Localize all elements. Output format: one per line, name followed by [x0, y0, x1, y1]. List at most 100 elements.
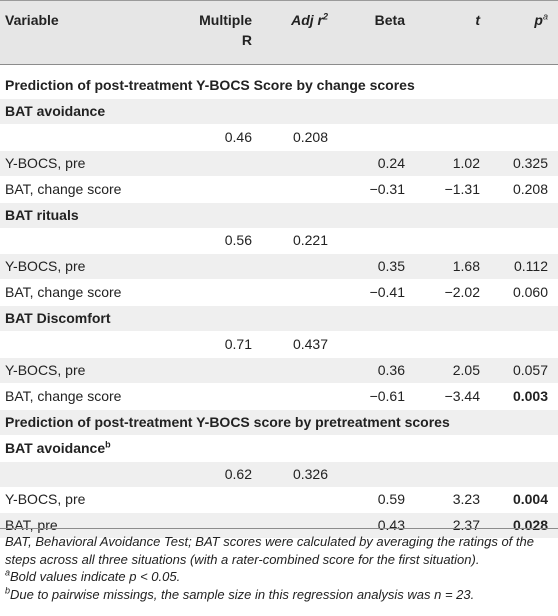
row-beta-text: 0.59	[377, 491, 405, 508]
table-row: BAT, pre 0.43 2.37 0.028	[0, 513, 558, 539]
row-beta-text: −0.61	[369, 387, 405, 404]
table-row: Y-BOCS, pre 0.35 1.68 0.112	[0, 254, 558, 280]
row-t-text: 3.23	[452, 491, 480, 508]
row-variable-text: BAT, pre	[5, 517, 58, 534]
table-row: 0.46 0.208	[0, 125, 558, 150]
row-beta-text: 0.43	[377, 517, 405, 534]
table-footnotes: BAT, Behavioral Avoidance Test; BAT scor…	[5, 533, 555, 603]
table-bottom-rule	[0, 528, 558, 529]
footnote-a: aBold values indicate p < 0.05.	[5, 568, 555, 586]
row-p: 0.060	[490, 280, 548, 305]
header-beta: Beta	[374, 12, 405, 28]
section-row: BAT rituals	[0, 202, 558, 228]
row-variable: BAT, change score	[5, 177, 121, 202]
row-adj-r2-text: 0.221	[292, 232, 328, 249]
row-t: 3.23	[430, 487, 480, 512]
row-beta: 0.59	[345, 487, 405, 512]
row-multiple-r: 0.56	[190, 228, 252, 253]
footnote-a-marker: a	[5, 567, 11, 578]
row-variable: BAT avoidance	[5, 99, 105, 124]
section-row: Prediction of post-treatment Y-BOCS scor…	[0, 409, 558, 435]
row-t-text: −2.02	[444, 284, 480, 301]
row-p-text: 0.112	[514, 258, 548, 275]
table-row: Y-BOCS, pre 0.59 3.23 0.004	[0, 487, 558, 512]
row-variable-text: BAT Discomfort	[5, 310, 111, 327]
row-p: 0.325	[490, 151, 548, 176]
footnote-b-text: Due to pairwise missings, the sample siz…	[10, 586, 475, 602]
header-multiple-r-line1: Multiple	[199, 12, 252, 28]
row-variable-text: BAT avoidance	[5, 439, 106, 456]
row-variable-text: Y-BOCS, pre	[5, 491, 86, 508]
row-variable: Y-BOCS, pre	[5, 358, 85, 383]
header-p: pa	[490, 11, 548, 29]
row-t-text: −1.31	[444, 180, 480, 197]
table-row: Y-BOCS, pre 0.24 1.02 0.325	[0, 150, 558, 176]
row-variable-footnote-marker: b	[105, 438, 111, 449]
row-variable: BAT, change score	[5, 280, 121, 305]
row-variable: BAT Discomfort	[5, 306, 111, 331]
row-variable: Prediction of post-treatment Y-BOCS scor…	[5, 410, 450, 435]
row-t: 1.68	[430, 254, 480, 279]
row-variable-text: BAT, change score	[5, 180, 122, 197]
row-p-text: 0.057	[512, 361, 548, 378]
row-t: 2.05	[430, 358, 480, 383]
row-adj-r2: 0.208	[270, 125, 328, 150]
row-adj-r2-text: 0.208	[292, 128, 328, 145]
header-adj-r2-sup: 2	[322, 11, 328, 22]
table-header: Variable Multiple R Adj r2 Beta t pa	[0, 0, 558, 65]
header-variable: Variable	[5, 12, 59, 28]
table-row: 0.71 0.437	[0, 332, 558, 357]
row-p: 0.004	[490, 487, 548, 512]
row-p-text: 0.208	[512, 180, 548, 197]
row-multiple-r-text: 0.46	[224, 128, 252, 145]
row-variable: BAT, pre	[5, 513, 58, 538]
row-variable-text: BAT rituals	[5, 206, 79, 223]
row-variable: Y-BOCS, pre	[5, 487, 85, 512]
row-multiple-r: 0.62	[190, 462, 252, 487]
row-multiple-r-text: 0.71	[224, 336, 252, 352]
header-multiple-r-line2: R	[241, 32, 252, 48]
footnote-main: BAT, Behavioral Avoidance Test; BAT scor…	[5, 534, 534, 567]
row-variable: Prediction of post-treatment Y-BOCS Scor…	[5, 73, 415, 98]
table-row: 0.56 0.221	[0, 228, 558, 253]
row-variable: BAT avoidanceb	[5, 436, 111, 461]
row-p-text: 0.060	[512, 284, 548, 301]
row-p-text: 0.004	[512, 491, 548, 508]
header-adj-r2-base: Adj r	[291, 12, 323, 28]
row-variable-text: Prediction of post-treatment Y-BOCS scor…	[5, 413, 450, 430]
section-row: Prediction of post-treatment Y-BOCS Scor…	[0, 73, 558, 98]
row-p-text: 0.325	[512, 154, 548, 171]
row-p: 0.208	[490, 177, 548, 202]
row-t-text: 1.68	[452, 258, 480, 275]
row-variable-text: Y-BOCS, pre	[5, 154, 86, 171]
footnote-b-marker: b	[5, 585, 11, 596]
row-beta: −0.31	[345, 177, 405, 202]
row-t-text: 1.02	[452, 154, 480, 171]
row-beta: −0.61	[345, 384, 405, 409]
row-t: −2.02	[430, 280, 480, 305]
row-p-text: 0.028	[512, 517, 548, 534]
row-variable-text: BAT, change score	[5, 284, 122, 301]
row-variable: Y-BOCS, pre	[5, 151, 85, 176]
row-beta-text: 0.36	[377, 361, 405, 378]
row-variable-text: BAT, change score	[5, 387, 122, 404]
row-p: 0.003	[490, 384, 548, 409]
row-t-text: −3.44	[444, 387, 480, 404]
table-row: BAT, change score −0.41 −2.02 0.060	[0, 280, 558, 305]
footnote-a-text: Bold values indicate p < 0.05.	[10, 569, 181, 584]
row-beta: −0.41	[345, 280, 405, 305]
row-t: −1.31	[430, 177, 480, 202]
row-multiple-r: 0.46	[190, 125, 252, 150]
row-multiple-r: 0.71	[190, 332, 252, 357]
header-p-base: p	[534, 12, 543, 28]
row-adj-r2: 0.437	[270, 332, 328, 357]
table-row: BAT, change score −0.31 −1.31 0.208	[0, 177, 558, 202]
row-variable: BAT rituals	[5, 203, 79, 228]
row-beta: 0.35	[345, 254, 405, 279]
row-adj-r2-text: 0.437	[292, 336, 328, 352]
row-beta: 0.43	[345, 513, 405, 538]
table-row: 0.62 0.326	[0, 461, 558, 487]
row-adj-r2: 0.326	[270, 462, 328, 487]
row-beta: 0.24	[345, 151, 405, 176]
